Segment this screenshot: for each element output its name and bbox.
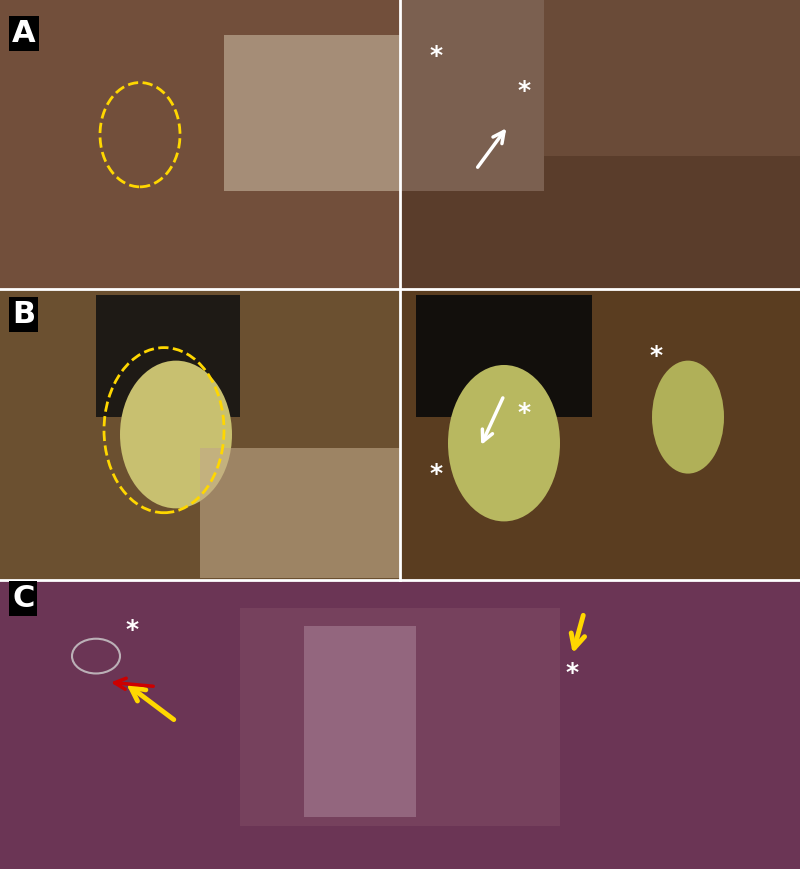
Text: *: * xyxy=(126,618,138,642)
FancyBboxPatch shape xyxy=(400,289,800,580)
Text: A: A xyxy=(12,19,36,48)
FancyBboxPatch shape xyxy=(304,626,416,817)
FancyBboxPatch shape xyxy=(416,295,592,417)
Text: B: B xyxy=(12,300,35,328)
Ellipse shape xyxy=(120,361,232,508)
FancyBboxPatch shape xyxy=(96,295,240,417)
FancyBboxPatch shape xyxy=(224,35,400,191)
Ellipse shape xyxy=(448,365,560,521)
FancyBboxPatch shape xyxy=(0,0,400,289)
FancyBboxPatch shape xyxy=(240,608,560,826)
FancyBboxPatch shape xyxy=(200,448,400,578)
Ellipse shape xyxy=(652,361,724,474)
Text: C: C xyxy=(12,584,34,613)
Text: *: * xyxy=(566,661,578,686)
FancyBboxPatch shape xyxy=(400,0,800,289)
FancyBboxPatch shape xyxy=(0,0,400,289)
Text: *: * xyxy=(518,401,530,425)
Text: *: * xyxy=(518,79,530,103)
Text: *: * xyxy=(430,44,442,69)
FancyBboxPatch shape xyxy=(400,0,544,191)
Text: *: * xyxy=(430,461,442,486)
Text: *: * xyxy=(650,344,662,368)
FancyBboxPatch shape xyxy=(0,289,400,580)
FancyBboxPatch shape xyxy=(0,580,800,869)
FancyBboxPatch shape xyxy=(544,0,800,156)
